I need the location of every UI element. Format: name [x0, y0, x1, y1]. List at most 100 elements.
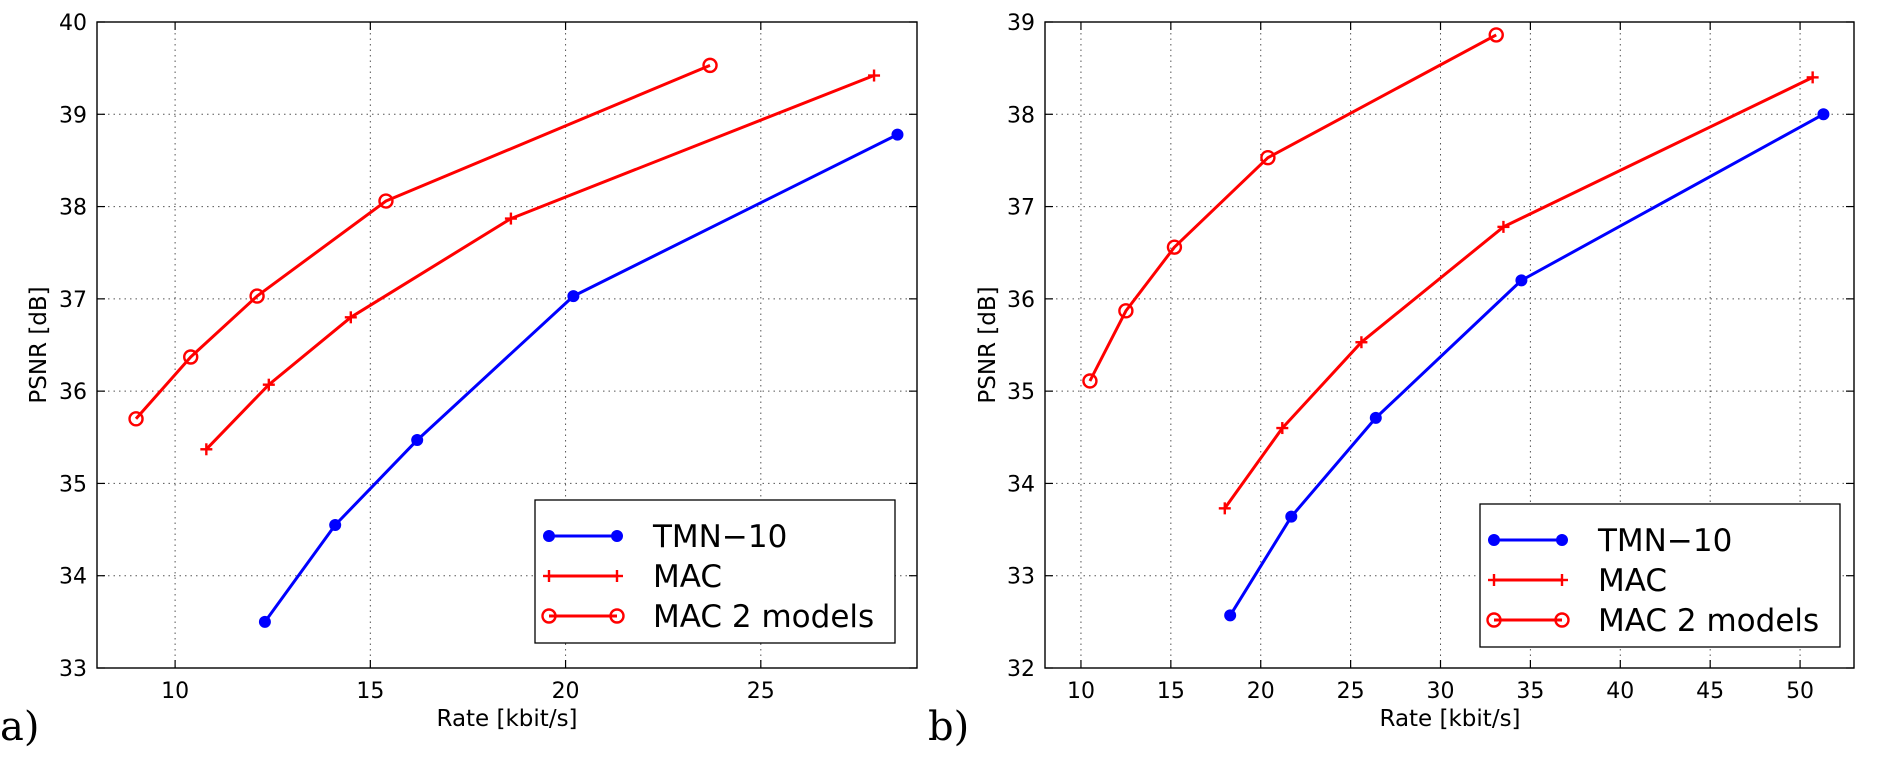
y-tick-label: 40 — [59, 11, 87, 36]
chart-panel-b: 10 15 20 25 30 35 40 45 50 32 33 34 35 36 37 38 39 Rate [… — [928, 11, 1855, 750]
x-axis-label: Rate [kbit/s] — [436, 706, 577, 732]
y-tick-label: 32 — [1007, 657, 1035, 682]
y-tick-label: 37 — [1007, 196, 1035, 221]
y-tick-label: 34 — [1007, 472, 1035, 497]
legend-label: MAC — [653, 559, 722, 595]
data-point — [128, 411, 144, 427]
series-tmn-10 — [1224, 108, 1830, 622]
legend-marker — [611, 570, 623, 582]
data-point — [183, 349, 199, 365]
legend-marker — [543, 570, 555, 582]
data-point — [1817, 108, 1830, 121]
data-point — [868, 69, 881, 82]
data-point — [1515, 274, 1528, 287]
legend-marker — [543, 530, 555, 542]
x-tick-label: 10 — [1067, 679, 1095, 704]
axes-frame — [96, 21, 918, 669]
legend-marker — [1488, 534, 1500, 546]
legend-entry: MAC 2 models — [1486, 603, 1819, 639]
x-tick-label: 25 — [747, 679, 775, 704]
chart-panel-a: 10 15 20 25 33 34 35 36 37 38 39 40 Rate [kbit/s] PSN… — [0, 11, 918, 750]
legend-marker — [541, 608, 557, 624]
legend-marker — [1556, 574, 1568, 586]
legend-label: MAC — [1598, 563, 1667, 599]
legend-label: TMN−10 — [1597, 523, 1732, 559]
legend: TMN−10 MAC MAC 2 models — [534, 499, 896, 644]
panel-label: a) — [0, 704, 39, 750]
data-point — [200, 443, 213, 456]
data-point — [411, 434, 424, 447]
data-point — [249, 288, 265, 304]
data-point — [1276, 422, 1289, 435]
y-tick-label: 39 — [59, 103, 87, 128]
x-tick-label: 20 — [552, 679, 580, 704]
x-tick-label: 10 — [161, 679, 189, 704]
y-tick-label: 36 — [1007, 288, 1035, 313]
data-point — [1224, 609, 1237, 622]
x-tick-label: 40 — [1606, 679, 1634, 704]
data-point — [1285, 510, 1298, 523]
y-axis-label: PSNR [dB] — [26, 286, 52, 403]
data-point — [329, 518, 342, 531]
data-point — [258, 615, 271, 628]
data-point — [504, 212, 517, 225]
x-tick-label: 15 — [356, 679, 384, 704]
x-axis-label: Rate [kbit/s] — [1379, 706, 1520, 732]
y-tick-label: 35 — [59, 472, 87, 497]
y-tick-label: 33 — [1007, 565, 1035, 590]
x-tick-label: 15 — [1157, 679, 1185, 704]
y-tick-label: 37 — [59, 288, 87, 313]
data-point — [1497, 220, 1510, 233]
panel-label: b) — [928, 704, 969, 750]
x-tick-label: 50 — [1786, 679, 1814, 704]
data-point — [1369, 411, 1382, 424]
y-tick-label: 38 — [59, 196, 87, 221]
data-point — [1260, 149, 1276, 166]
data-point — [344, 311, 357, 324]
legend-box — [534, 499, 896, 644]
data-point — [567, 290, 580, 303]
series-tmn-10 — [258, 128, 904, 628]
legend-entry: MAC — [543, 559, 722, 595]
legend-label: MAC 2 models — [1598, 603, 1819, 639]
legend-box — [1479, 503, 1841, 648]
legend-marker — [609, 608, 625, 624]
legend-marker — [1554, 612, 1570, 628]
series-mac — [1218, 71, 1819, 515]
legend-label: TMN−10 — [652, 519, 787, 555]
y-tick-label: 34 — [59, 565, 87, 590]
data-point — [262, 378, 275, 391]
series-line — [1088, 33, 1497, 382]
data-point — [702, 57, 718, 74]
data-point — [1355, 336, 1368, 349]
legend: TMN−10 MAC MAC 2 models — [1479, 503, 1841, 648]
x-tick-label: 35 — [1516, 679, 1544, 704]
legend-marker — [1488, 574, 1500, 586]
series-mac-2-models — [1082, 27, 1504, 389]
y-tick-label: 39 — [1007, 11, 1035, 36]
y-tick-label: 36 — [59, 380, 87, 405]
series-mac — [200, 69, 881, 456]
data-point — [1806, 71, 1819, 84]
x-tick-label: 25 — [1337, 679, 1365, 704]
legend-marker — [1556, 534, 1568, 546]
legend-label: MAC 2 models — [653, 599, 874, 635]
y-tick-label: 35 — [1007, 380, 1035, 405]
legend-entry: TMN−10 — [1488, 523, 1732, 559]
x-tick-label: 30 — [1427, 679, 1455, 704]
data-point — [1218, 502, 1231, 515]
data-point — [1488, 27, 1504, 43]
y-tick-label: 38 — [1007, 103, 1035, 128]
y-axis-label: PSNR [dB] — [975, 286, 1001, 403]
series-line — [134, 64, 711, 420]
series-mac-2-models — [128, 57, 718, 427]
data-point — [891, 128, 904, 141]
data-point — [1166, 239, 1183, 255]
legend-entry: MAC 2 models — [541, 599, 874, 635]
data-point — [378, 193, 394, 209]
data-point — [1118, 303, 1134, 319]
legend-marker — [611, 530, 623, 542]
x-tick-label: 45 — [1696, 679, 1724, 704]
y-tick-label: 33 — [59, 657, 87, 682]
